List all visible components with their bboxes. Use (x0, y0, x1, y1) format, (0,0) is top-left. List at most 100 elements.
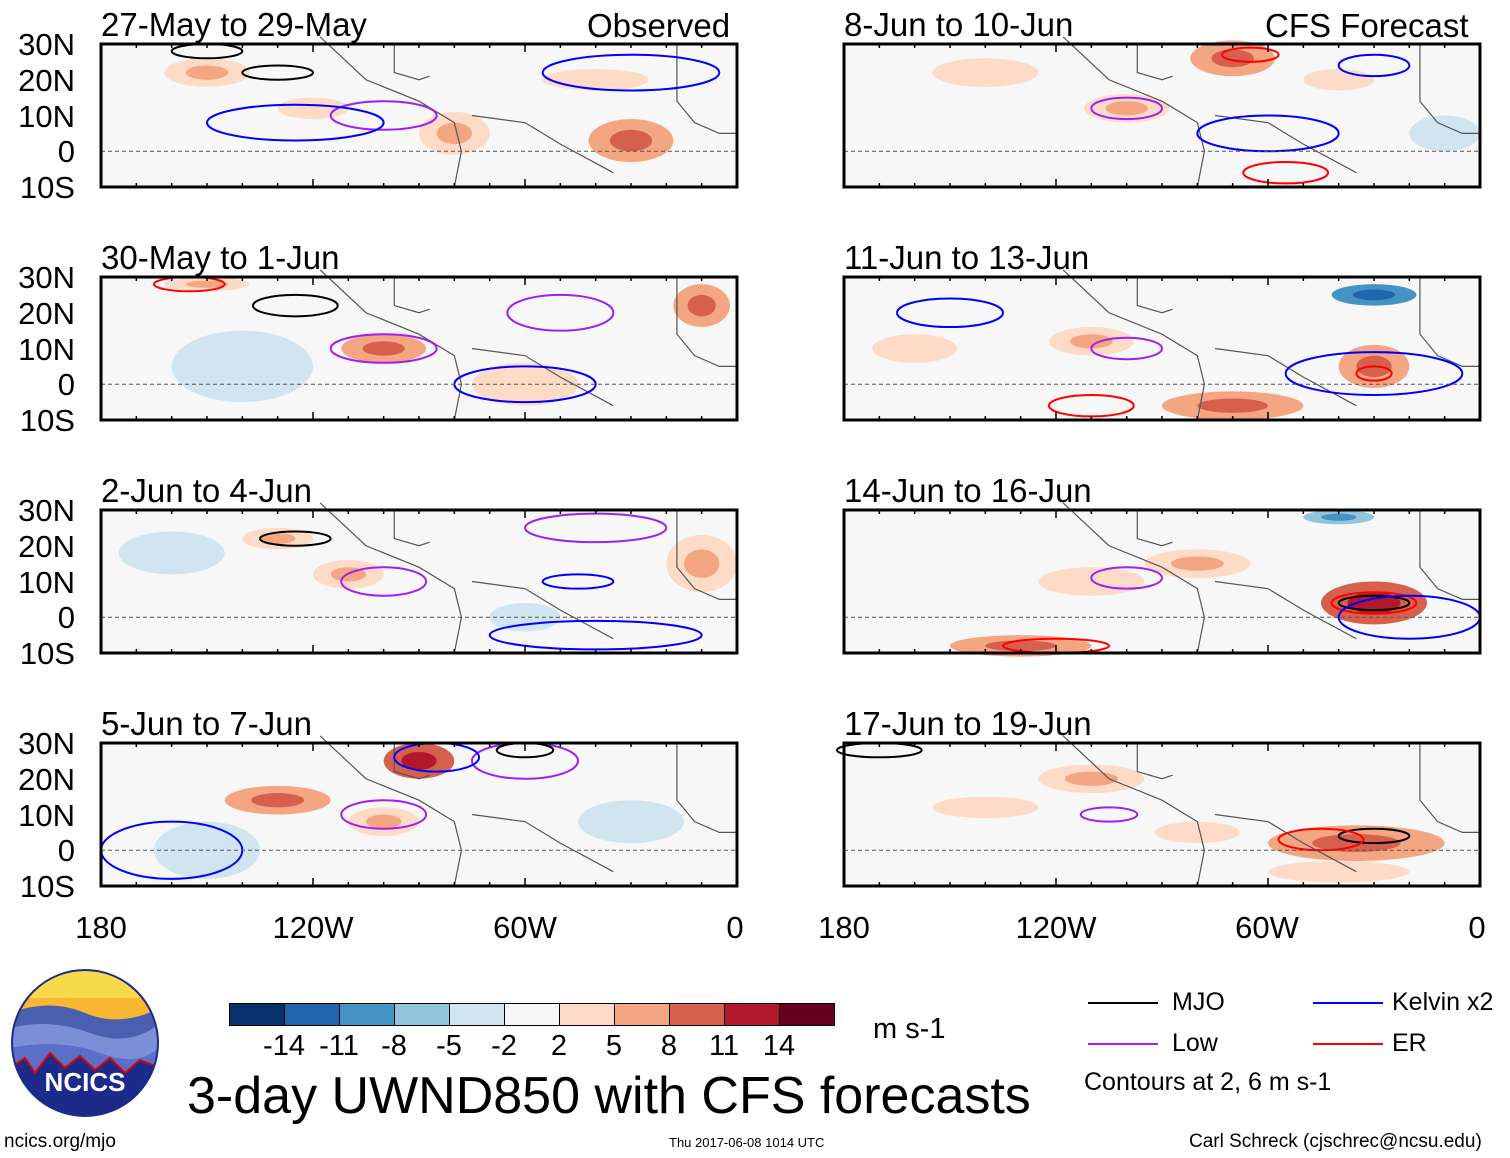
anomaly-shading (932, 58, 1039, 87)
map-panel (99, 735, 739, 888)
anomaly-shading (401, 751, 437, 770)
er-contour (1330, 591, 1418, 615)
colorbar-swatch (339, 1003, 395, 1026)
map-panel (835, 735, 1482, 888)
legend-label-er: ER (1392, 1029, 1427, 1057)
colorbar-label: -11 (319, 1030, 359, 1062)
anomaly-shading (1038, 567, 1145, 596)
mjo-contour (251, 293, 339, 318)
anomaly-shading (1303, 69, 1374, 91)
anomaly-shading (1197, 398, 1268, 413)
lat-label: 10S (19, 403, 75, 438)
anomaly-shading (1321, 513, 1357, 521)
coastline (1062, 36, 1480, 188)
legend-line-mjo (1088, 1002, 1158, 1004)
legend-label-low: Low (1172, 1029, 1218, 1057)
anomaly-shading (251, 793, 305, 808)
colorbar-label: 8 (660, 1030, 678, 1062)
lat-label: 0 (57, 367, 75, 403)
coastline (1062, 502, 1480, 654)
colorbar-label: -5 (436, 1030, 462, 1062)
colorbar-swatch (724, 1003, 780, 1026)
lat-label: 10N (18, 564, 75, 600)
coastline (1062, 269, 1480, 421)
lat-label: 10N (18, 98, 75, 134)
panel-title: 30-May to 1-Jun (101, 239, 340, 276)
panel-title: 11-Jun to 13-Jun (844, 239, 1090, 276)
lat-label: 20N (18, 295, 75, 331)
logo-text: NCICS (45, 1067, 126, 1097)
panel-title: 27-May to 29-May (101, 6, 367, 43)
anomaly-shading (171, 330, 313, 403)
lon-label: 60W (493, 910, 557, 945)
low-contour (329, 100, 438, 131)
lat-label: 30N (18, 27, 75, 62)
colorbar-units: m s-1 (873, 1013, 946, 1045)
ncics-logo: NCICS (11, 969, 159, 1117)
anomaly-shading (366, 814, 402, 829)
low-contour (506, 293, 615, 332)
anomaly-shading (436, 122, 473, 145)
lon-label: 0 (1468, 910, 1486, 945)
legend-line-low (1088, 1043, 1158, 1045)
panel-title: 14-Jun to 16-Jun (844, 472, 1092, 509)
footer-author: Carl Schreck (cjschrec@ncsu.edu) (1189, 1131, 1482, 1152)
lon-label: 180 (75, 910, 127, 945)
lat-label: 20N (18, 761, 75, 797)
lon-label: 180 (818, 910, 870, 945)
colorbar-label: -2 (491, 1030, 517, 1062)
legend-line-kelvin (1313, 1002, 1383, 1004)
lat-label: 0 (57, 833, 75, 869)
anomaly-shading (489, 602, 561, 632)
panel-title: 8-Jun to 10-Jun (844, 6, 1074, 43)
lon-label: 0 (726, 910, 744, 945)
low-contour (340, 799, 428, 830)
anomaly-shading (185, 65, 229, 80)
colorbar-label: 11 (708, 1030, 740, 1062)
anomaly-shading (1211, 49, 1254, 68)
footer-url[interactable]: ncics.org/mjo (4, 1131, 116, 1152)
lon-label: 120W (1015, 910, 1097, 945)
kelvin-contour (541, 573, 615, 590)
map-panel (842, 36, 1482, 189)
lat-label: 0 (57, 600, 75, 636)
anomaly-shading (578, 800, 684, 844)
coastline (1062, 735, 1480, 887)
lat-label: 20N (18, 528, 75, 564)
column-label-observed: Observed (587, 7, 731, 44)
colorbar-swatch (559, 1003, 615, 1026)
column-label-forecast: CFS Forecast (1265, 7, 1469, 44)
kelvin-contour (205, 103, 385, 142)
lat-label: 30N (18, 260, 75, 295)
anomaly-shading (185, 280, 229, 288)
kelvin-contour (896, 297, 1004, 329)
anomaly-shading (472, 362, 578, 406)
anomaly-shading (1409, 115, 1480, 152)
low-contour (1090, 566, 1163, 590)
map-panel (99, 36, 739, 189)
colorbar-swatch (504, 1003, 560, 1026)
panel-title: 17-Jun to 19-Jun (844, 705, 1092, 742)
colorbar-label: 14 (762, 1030, 796, 1062)
lat-label: 20N (18, 62, 75, 98)
anomaly-shading (684, 549, 720, 578)
mjo-contour (1337, 827, 1411, 845)
anomaly-shading (872, 334, 958, 363)
mjo-contour (1337, 594, 1411, 612)
colorbar-label: -8 (381, 1030, 407, 1062)
anomaly-shading (1105, 101, 1148, 116)
lat-label: 10S (19, 869, 75, 904)
er-contour (1242, 160, 1330, 185)
lon-label: 60W (1235, 910, 1299, 945)
colorbar-swatch (614, 1003, 670, 1026)
coastline (319, 36, 737, 188)
anomaly-shading (1268, 860, 1410, 883)
footer-timestamp: Thu 2017-06-08 1014 UTC (669, 1135, 825, 1150)
colorbar-swatch (284, 1003, 340, 1026)
lat-label: 0 (57, 134, 75, 170)
anomaly-shading (1170, 556, 1224, 571)
map-panel (842, 269, 1482, 422)
low-contour (1090, 336, 1163, 361)
anomaly-shading (1352, 289, 1396, 301)
panel-title: 2-Jun to 4-Jun (101, 472, 312, 509)
